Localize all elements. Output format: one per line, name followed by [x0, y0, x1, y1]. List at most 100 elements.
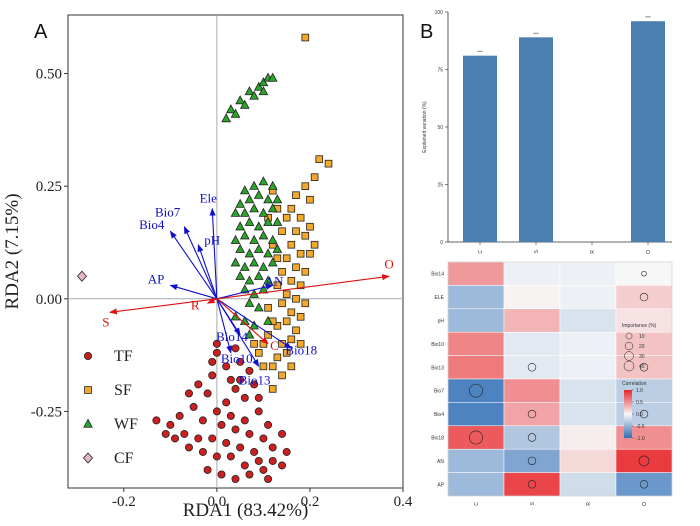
tf-point	[245, 366, 254, 375]
vector-label-bio10: Bio10	[221, 351, 253, 366]
importance-legend-circle	[624, 341, 634, 351]
legend-label-sf: SF	[114, 382, 132, 399]
heatmap-cell	[503, 448, 561, 473]
wf-point	[267, 203, 278, 213]
tf-point	[240, 416, 249, 425]
tf-point	[222, 398, 231, 407]
wf-point	[258, 77, 269, 87]
vector-an	[216, 283, 274, 300]
tf-point	[212, 348, 221, 357]
wf-point	[249, 90, 259, 100]
heatmap-cell	[447, 472, 505, 497]
sf-point	[292, 326, 300, 335]
sf-point	[273, 281, 282, 290]
y-tick-label: 0.00	[36, 292, 62, 308]
sf-point	[301, 33, 310, 42]
wf-point	[244, 275, 255, 285]
sf-point	[324, 159, 333, 168]
heatmap-row-label: AN	[437, 459, 444, 465]
x-axis-title: RDA1 (83.42%)	[183, 500, 309, 521]
bar-s	[519, 37, 553, 242]
sf-point	[287, 240, 296, 249]
wf-point	[235, 198, 246, 208]
tf-point	[236, 375, 245, 384]
colorbar-tick-label: 0.0	[636, 412, 643, 418]
tf-point	[198, 447, 207, 456]
sf-point	[273, 254, 282, 263]
wf-point	[235, 95, 246, 105]
wf-point	[244, 86, 255, 96]
sf-point	[315, 155, 324, 163]
wf-point	[239, 315, 250, 325]
tf-point	[282, 447, 291, 456]
bar-significance-o: ***	[645, 15, 651, 20]
tf-point	[250, 380, 259, 389]
bar-category-label: C	[478, 250, 484, 254]
sf-point	[296, 249, 305, 258]
sf-point	[282, 349, 291, 357]
tf-point	[245, 470, 254, 479]
wf-point	[253, 81, 264, 91]
importance-circle	[639, 292, 649, 302]
heatmap-cell	[503, 355, 561, 380]
wf-point	[221, 113, 232, 123]
wf-point	[249, 203, 259, 213]
vector-bio7	[183, 226, 218, 300]
x-tick-label: -0.2	[112, 494, 136, 510]
heatmap-cell	[503, 425, 561, 450]
importance-panel: B 0 25 50 75 100 Explained variation (%) *** C *…	[420, 10, 673, 506]
wf-point	[263, 216, 273, 226]
sf-point	[273, 322, 282, 330]
tf-point	[208, 357, 217, 366]
vector-label-ph: pH	[204, 233, 220, 248]
vector-label-an: AN	[265, 273, 284, 288]
tf-point	[171, 434, 180, 443]
vector-label-bio14: Bio14	[216, 329, 248, 344]
legend-label-wf: WF	[114, 416, 138, 433]
heatmap-column-label: R	[586, 502, 592, 506]
legend-marker-tf	[84, 351, 93, 360]
bar-y-tick-label: 100	[435, 10, 444, 16]
wf-point	[239, 261, 250, 271]
heatmap-column-label: S	[530, 501, 536, 505]
wf-point	[263, 315, 273, 325]
bar-significance-s: ***	[533, 31, 539, 36]
heatmap-cell	[559, 425, 617, 450]
wf-point	[267, 257, 278, 267]
heatmap-cell	[615, 285, 673, 310]
wf-point	[272, 194, 283, 204]
rda-plot-frame	[67, 14, 404, 489]
bar-y-tick-label: 50	[437, 125, 443, 131]
tf-point	[226, 452, 235, 461]
sf-point	[301, 231, 310, 240]
sf-point	[310, 240, 319, 249]
bar-y-axis-title: Explained variation (%)	[422, 101, 428, 153]
wf-point	[263, 194, 273, 204]
heatmap-cell	[503, 261, 561, 286]
heatmap-cell	[447, 285, 505, 310]
legend-marker-sf	[84, 386, 92, 394]
wf-point	[239, 185, 250, 195]
sf-point	[292, 227, 300, 236]
x-tick-label: 0.4	[394, 494, 413, 510]
wf-point	[272, 216, 283, 226]
bar-c	[463, 55, 497, 243]
tf-point	[189, 402, 198, 411]
vector-label-r: R	[191, 297, 200, 312]
vector-label-bio18: Bio18	[285, 342, 317, 357]
sf-point	[250, 340, 258, 348]
tf-point	[236, 443, 245, 452]
panel-letter-a: A	[34, 21, 48, 43]
tf-point	[217, 420, 226, 429]
legend-label-tf: TF	[114, 348, 133, 365]
wf-point	[235, 221, 246, 231]
wf-point	[267, 234, 278, 244]
sf-point	[296, 313, 305, 321]
tf-point	[184, 443, 193, 452]
colorbar-tick-label: 0.5	[636, 400, 643, 406]
vector-ap	[169, 284, 218, 300]
panel-letter-b: B	[420, 21, 433, 43]
wf-point	[239, 207, 250, 217]
heatmap-row-label: Bio10	[431, 342, 444, 348]
tf-point	[212, 452, 221, 461]
